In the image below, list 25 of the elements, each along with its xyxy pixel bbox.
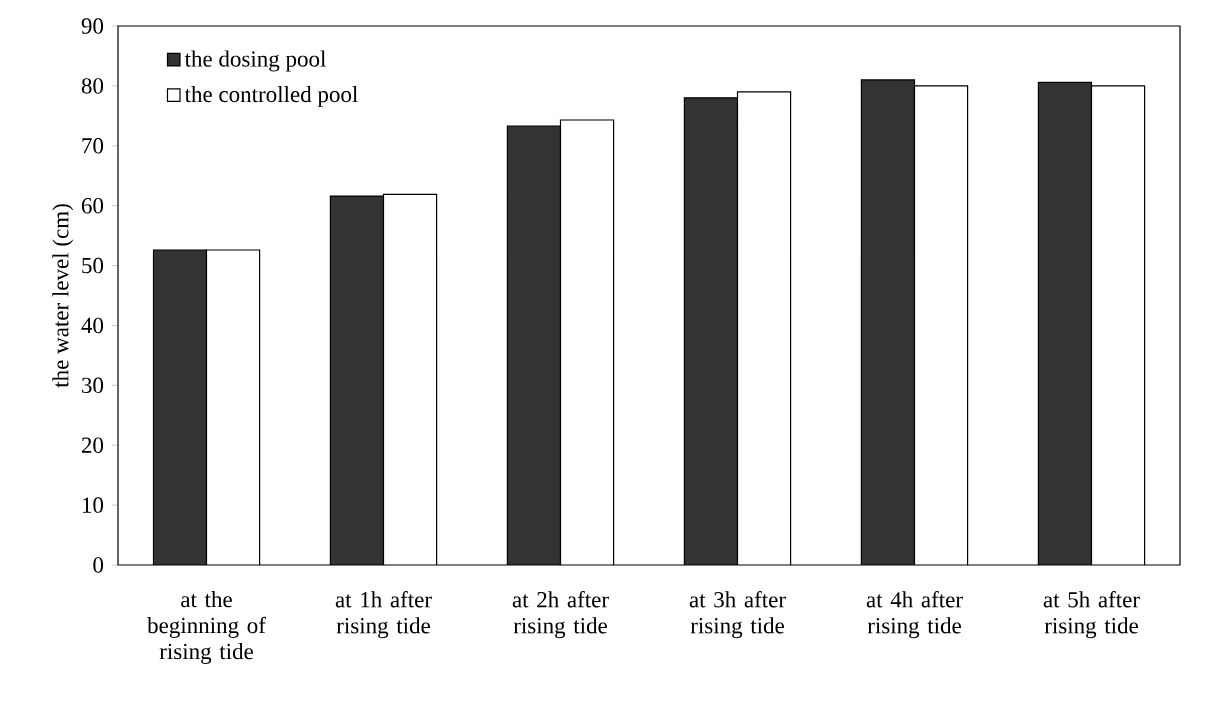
y-tick-label: 10: [82, 497, 104, 513]
x-tick-label: at 4h after rising tide: [866, 591, 963, 639]
x-tick-label: at 5h after rising tide: [1043, 591, 1140, 639]
bar: [152, 249, 208, 565]
y-axis-title: the water level (cm): [52, 204, 74, 388]
bar: [506, 125, 562, 565]
legend-label: the controlled pool: [184, 85, 358, 107]
y-tick-label: 20: [81, 437, 104, 453]
legend-label: the dosing pool: [184, 50, 326, 72]
y-tick-label: 50: [82, 257, 104, 274]
y-tick-label: 60: [81, 197, 104, 214]
x-tick-label: at the beginning of rising tide: [147, 591, 266, 664]
bar: [683, 97, 739, 565]
bar: [329, 195, 385, 565]
y-tick-label: 90: [81, 18, 104, 34]
x-tick-label: at 3h after rising tide: [689, 591, 786, 639]
bar: [860, 79, 916, 565]
y-tick-label: 30: [82, 377, 104, 394]
x-tick-label: at 1h after rising tide: [335, 591, 432, 639]
x-tick-label: at 2h after rising tide: [512, 591, 609, 639]
y-tick-label: 0: [93, 557, 104, 573]
y-tick-label: 70: [82, 138, 104, 154]
y-tick-label: 40: [81, 317, 104, 334]
y-tick-label: 80: [81, 78, 104, 94]
bar: [1037, 81, 1093, 565]
